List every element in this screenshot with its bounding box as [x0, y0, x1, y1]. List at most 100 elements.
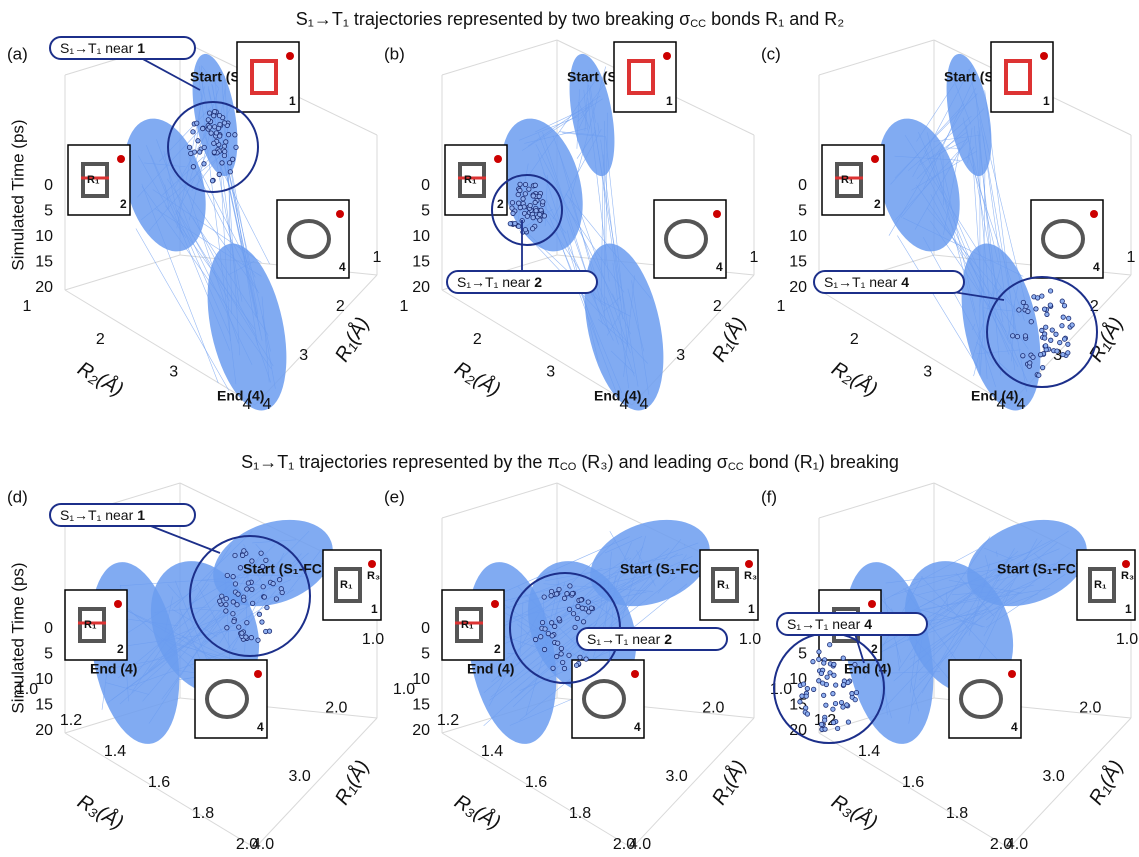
hop-point [1021, 300, 1025, 304]
hop-point [518, 182, 522, 186]
hop-point [220, 594, 224, 598]
time-tick-label: 5 [798, 646, 807, 663]
callout-phrase: S₁→T₁ near [60, 40, 134, 56]
hop-point [1062, 304, 1066, 308]
molecule-label: 4 [1093, 260, 1100, 274]
hop-point [1026, 309, 1030, 313]
x-tick-label: 2 [850, 331, 859, 348]
callout-structure: 4 [901, 274, 909, 290]
r1-axis-label: R₁(Å) [330, 756, 374, 809]
hop-point [1021, 354, 1025, 358]
r1-tick-label: 2 [336, 298, 345, 315]
hop-point [242, 549, 246, 553]
hop-point [1034, 307, 1038, 311]
hop-point [537, 212, 541, 216]
time-tick-label: 10 [35, 228, 53, 245]
title-part: CC [690, 18, 706, 30]
x-axis-label: R₂(Å) [451, 357, 505, 401]
time-tick-label: 20 [35, 722, 53, 739]
time-tick-label: 5 [421, 646, 430, 663]
hop-point [257, 612, 261, 616]
oxygen [286, 52, 294, 60]
hop-point [217, 134, 221, 138]
bond-label: R₁ [84, 619, 97, 631]
axis-box [442, 483, 557, 518]
hop-point [209, 131, 213, 135]
hop-point [1066, 316, 1070, 320]
title-part: (R₃) and leading σ [576, 452, 728, 472]
hop-point [811, 659, 815, 663]
hop-point [264, 558, 268, 562]
hop-point [555, 654, 559, 658]
x-tick-label: 1.4 [858, 743, 880, 760]
end-label: End (4) [467, 661, 514, 677]
molecule-label: 2 [874, 197, 881, 211]
hop-point [1054, 332, 1058, 336]
r1-tick-label: 2.0 [1079, 700, 1101, 717]
oxygen [494, 155, 502, 163]
time-tick-label: 15 [35, 697, 53, 714]
callout-phrase: S₁→T₁ near [787, 616, 861, 632]
oxygen [871, 155, 879, 163]
x-tick-label: 1.0 [16, 681, 38, 698]
time-tick-label: 10 [789, 228, 807, 245]
hop-point [191, 165, 195, 169]
end-label: End (4) [844, 661, 891, 677]
hop-point [853, 698, 857, 702]
r1-tick-label: 4 [1017, 396, 1026, 413]
hop-point [819, 671, 823, 675]
hop-point [832, 662, 836, 666]
hop-point [538, 218, 542, 222]
molecule-label: 1 [1125, 602, 1132, 616]
hop-point [850, 691, 854, 695]
x-tick-label: 1.8 [946, 805, 968, 822]
bond-label: R₁ [461, 619, 474, 631]
hop-point [1055, 349, 1059, 353]
r1-tick-label: 1 [1127, 249, 1136, 266]
r1-tick-label: 4.0 [252, 836, 274, 852]
hop-point [562, 596, 566, 600]
hop-point [801, 682, 805, 686]
hop-point [531, 215, 535, 219]
hop-point [1060, 299, 1064, 303]
hop-point [825, 675, 829, 679]
time-tick-label: 0 [44, 177, 53, 194]
time-tick-label: 20 [412, 279, 430, 296]
title-part: CO [560, 461, 577, 473]
oxygen [1040, 52, 1048, 60]
hop-point [821, 693, 825, 697]
x-tick-label: 2 [96, 331, 105, 348]
hop-point [195, 121, 199, 125]
hop-point [551, 666, 555, 670]
hop-point [277, 577, 281, 581]
hop-point [580, 606, 584, 610]
hop-point [541, 200, 545, 204]
callout-structure: 1 [137, 40, 145, 56]
bond-label: R₁ [340, 579, 353, 591]
hop-point [841, 656, 845, 660]
hop-point [1024, 304, 1028, 308]
hop-point [833, 683, 837, 687]
x-tick-label: 1.0 [393, 681, 415, 698]
hop-point [854, 690, 858, 694]
hop-point [510, 206, 514, 210]
callout-structure: 4 [864, 616, 872, 632]
hop-point [513, 221, 517, 225]
panel-label: (c) [761, 44, 781, 63]
hop-point [233, 553, 237, 557]
molecule-label: 2 [117, 642, 124, 656]
hop-point [212, 114, 216, 118]
bond-label: R₁ [87, 174, 100, 186]
hop-point [822, 718, 826, 722]
hop-point [557, 587, 561, 591]
panel-label: (f) [761, 487, 777, 506]
r1-axis-label: R₁(Å) [707, 756, 751, 809]
callout-phrase: S₁→T₁ near [60, 507, 134, 523]
hop-point [260, 620, 264, 624]
r1-tick-label: 1.0 [362, 631, 384, 648]
hop-point [212, 109, 216, 113]
